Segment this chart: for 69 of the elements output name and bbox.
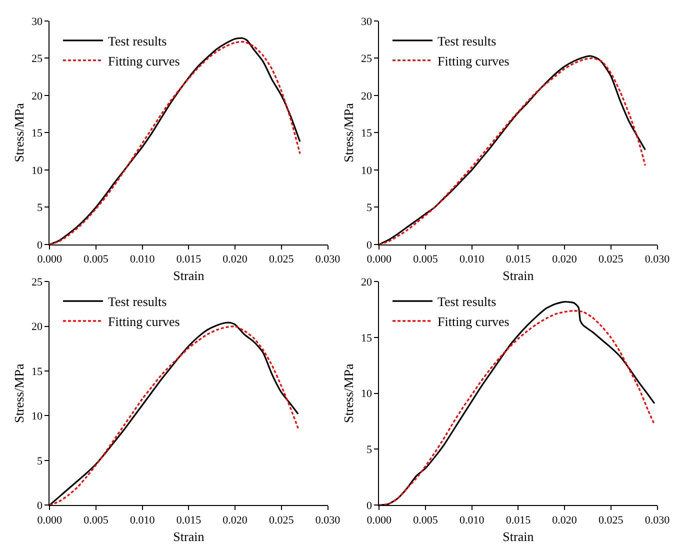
legend-label: Fitting curves — [438, 314, 510, 330]
y-tick-label: 5 — [366, 202, 372, 214]
y-axis-title: Stress/MPa — [11, 102, 26, 162]
y-axis-title: Stress/MPa — [340, 102, 356, 162]
x-tick-label: 0.015 — [506, 514, 532, 526]
y-tick-label: 20 — [31, 90, 43, 102]
legend-label: Test results — [438, 294, 496, 310]
x-tick-label: 0.005 — [84, 514, 109, 526]
y-tick-label: 25 — [360, 53, 372, 66]
y-tick-label: 20 — [360, 276, 372, 289]
x-tick-label: 0.030 — [315, 514, 341, 526]
y-tick-label: 15 — [360, 332, 372, 344]
x-tick-label: 0.010 — [130, 254, 156, 266]
x-tick-label: 0.030 — [644, 514, 670, 526]
x-tick-label: 0.000 — [366, 514, 392, 526]
y-tick-label: 15 — [31, 366, 43, 378]
x-tick-label: 0.005 — [413, 514, 438, 526]
x-axis-title: Strain — [502, 528, 534, 544]
y-tick-label: 30 — [31, 16, 43, 28]
x-tick-label: 0.015 — [506, 254, 532, 266]
legend-label: Test results — [108, 33, 167, 48]
x-axis-title: Strain — [173, 528, 205, 544]
x-axis-title: Strain — [502, 268, 534, 284]
y-tick-label: 25 — [31, 276, 43, 289]
x-tick-label: 0.000 — [37, 254, 63, 266]
x-tick-label: 0.030 — [644, 254, 670, 266]
x-tick-label: 0.025 — [269, 254, 294, 266]
x-tick-label: 0.025 — [598, 254, 624, 266]
y-tick-label: 0 — [36, 500, 43, 512]
x-tick-label: 0.010 — [459, 254, 485, 266]
y-tick-label: 10 — [360, 164, 372, 177]
legend-label: Fitting curves — [108, 53, 180, 68]
y-tick-label: 20 — [360, 90, 372, 102]
y-axis-title: Stress/MPa — [11, 364, 26, 423]
y-tick-label: 25 — [31, 53, 43, 66]
x-tick-label: 0.000 — [37, 514, 63, 526]
x-tick-label: 0.030 — [315, 254, 341, 266]
y-tick-label: 10 — [360, 388, 372, 400]
x-tick-label: 0.020 — [222, 254, 248, 266]
y-tick-label: 30 — [360, 16, 372, 28]
x-tick-label: 0.010 — [459, 514, 485, 526]
y-tick-label: 0 — [366, 239, 372, 252]
x-tick-label: 0.005 — [413, 254, 438, 266]
x-tick-label: 0.020 — [222, 514, 248, 526]
y-tick-label: 5 — [36, 455, 43, 468]
legend-label: Test results — [108, 294, 167, 310]
y-tick-label: 15 — [31, 128, 43, 140]
x-axis-title: Strain — [173, 268, 205, 284]
x-tick-label: 0.015 — [176, 254, 202, 266]
y-tick-label: 15 — [360, 128, 372, 140]
x-tick-label: 0.025 — [269, 514, 294, 526]
y-tick-label: 5 — [366, 444, 372, 456]
y-tick-label: 0 — [366, 500, 372, 512]
legend-label: Fitting curves — [438, 53, 510, 68]
x-tick-label: 0.000 — [366, 254, 392, 266]
x-tick-label: 0.020 — [552, 514, 578, 526]
y-axis-title: Stress/MPa — [340, 364, 356, 423]
legend-label: Fitting curves — [108, 314, 180, 330]
legend-label: Test results — [438, 33, 496, 48]
y-tick-label: 10 — [31, 164, 43, 177]
y-tick-label: 0 — [36, 239, 43, 252]
x-tick-label: 0.025 — [598, 514, 624, 526]
x-tick-label: 0.005 — [84, 254, 109, 266]
y-tick-label: 5 — [36, 202, 43, 214]
x-tick-label: 0.015 — [176, 514, 202, 526]
y-tick-label: 10 — [31, 410, 43, 423]
y-tick-label: 20 — [31, 321, 43, 334]
x-tick-label: 0.010 — [130, 514, 156, 526]
x-tick-label: 0.020 — [552, 254, 578, 266]
